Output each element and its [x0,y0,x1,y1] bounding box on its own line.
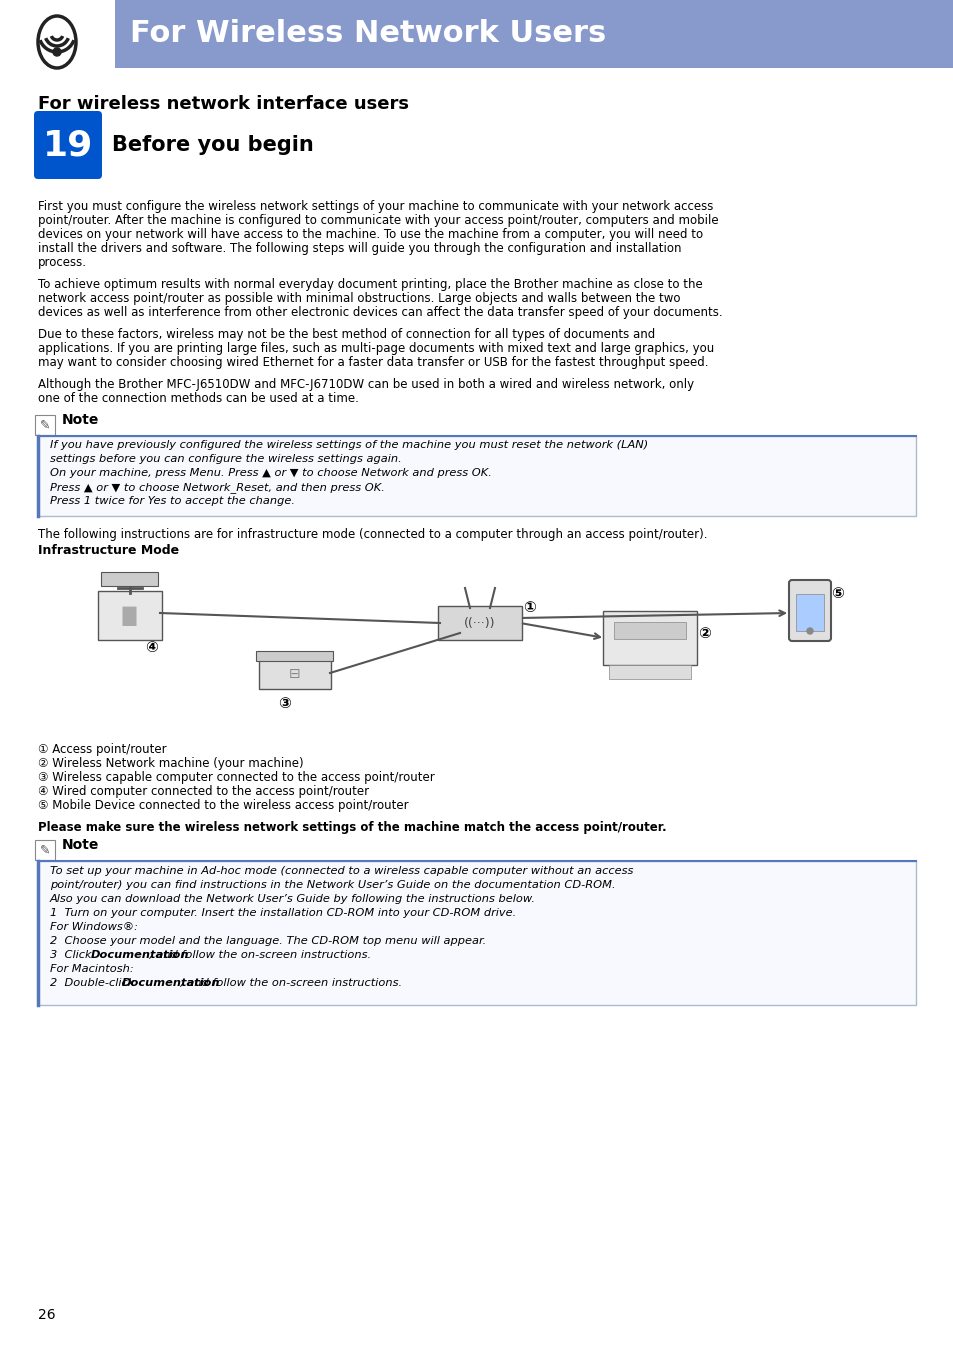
Circle shape [806,628,812,634]
Text: devices on your network will have access to the machine. To use the machine from: devices on your network will have access… [38,228,702,242]
Text: Press ▲ or ▼ to choose Network_Reset, and then press OK.: Press ▲ or ▼ to choose Network_Reset, an… [50,482,384,493]
Text: Note: Note [62,838,99,852]
FancyBboxPatch shape [614,622,685,639]
Text: 1  Turn on your computer. Insert the installation CD-ROM into your CD-ROM drive.: 1 Turn on your computer. Insert the inst… [50,909,516,918]
Text: install the drivers and software. The following steps will guide you through the: install the drivers and software. The fo… [38,242,680,255]
FancyBboxPatch shape [795,594,823,630]
Text: ⑤: ⑤ [831,586,843,601]
Text: , and follow the on-screen instructions.: , and follow the on-screen instructions. [149,950,371,960]
FancyBboxPatch shape [34,111,102,180]
Text: ⑤ Mobile Device connected to the wireless access point/router: ⑤ Mobile Device connected to the wireles… [38,799,408,811]
FancyBboxPatch shape [0,0,953,68]
Text: 2  Choose your model and the language. The CD-ROM top menu will appear.: 2 Choose your model and the language. Th… [50,936,486,946]
Text: may want to consider choosing wired Ethernet for a faster data transfer or USB f: may want to consider choosing wired Ethe… [38,356,708,369]
FancyBboxPatch shape [98,591,162,640]
FancyBboxPatch shape [788,580,830,641]
Text: ①: ① [523,601,536,616]
FancyBboxPatch shape [0,0,115,68]
Text: point/router. After the machine is configured to communicate with your access po: point/router. After the machine is confi… [38,215,718,227]
Text: ② Wireless Network machine (your machine): ② Wireless Network machine (your machine… [38,757,303,769]
Text: point/router) you can find instructions in the Network User’s Guide on the docum: point/router) you can find instructions … [50,880,615,890]
Text: Documentation: Documentation [91,950,189,960]
Text: one of the connection methods can be used at a time.: one of the connection methods can be use… [38,392,358,405]
Text: ① Access point/router: ① Access point/router [38,743,167,756]
Text: Press 1 twice for Yes to accept the change.: Press 1 twice for Yes to accept the chan… [50,495,294,506]
Text: On your machine, press Menu. Press ▲ or ▼ to choose Network and press OK.: On your machine, press Menu. Press ▲ or … [50,468,492,478]
FancyBboxPatch shape [602,612,697,666]
Text: settings before you can configure the wireless settings again.: settings before you can configure the wi… [50,454,401,464]
Text: Although the Brother MFC-J6510DW and MFC-J6710DW can be used in both a wired and: Although the Brother MFC-J6510DW and MFC… [38,378,694,392]
Text: To set up your machine in Ad-hoc mode (connected to a wireless capable computer : To set up your machine in Ad-hoc mode (c… [50,865,633,876]
Text: process.: process. [38,256,87,269]
Text: For Macintosh:: For Macintosh: [50,964,133,973]
Text: Please make sure the wireless network settings of the machine match the access p: Please make sure the wireless network se… [38,821,666,834]
FancyBboxPatch shape [608,666,690,679]
Text: Before you begin: Before you begin [112,135,314,155]
Text: ⊟: ⊟ [289,667,300,680]
Text: ③: ③ [278,695,291,710]
Text: To achieve optimum results with normal everyday document printing, place the Bro: To achieve optimum results with normal e… [38,278,702,292]
Text: Also you can download the Network User’s Guide by following the instructions bel: Also you can download the Network User’s… [50,894,536,904]
Text: For Windows®:: For Windows®: [50,922,138,931]
Text: Due to these factors, wireless may not be the best method of connection for all : Due to these factors, wireless may not b… [38,328,655,342]
Text: ②: ② [698,625,711,640]
FancyBboxPatch shape [255,651,333,661]
Text: If you have previously configured the wireless settings of the machine you must : If you have previously configured the wi… [50,440,648,450]
Text: ④: ④ [146,640,158,656]
Text: ✎: ✎ [40,844,51,856]
Text: Documentation: Documentation [122,977,220,988]
Text: Infrastructure Mode: Infrastructure Mode [38,544,179,558]
FancyBboxPatch shape [101,572,158,586]
Text: 3  Click: 3 Click [50,950,95,960]
Text: 2  Double-click: 2 Double-click [50,977,138,988]
FancyBboxPatch shape [35,414,55,435]
Text: 26: 26 [38,1308,55,1322]
FancyBboxPatch shape [38,436,915,516]
FancyBboxPatch shape [258,659,331,688]
Text: ④ Wired computer connected to the access point/router: ④ Wired computer connected to the access… [38,784,369,798]
Text: devices as well as interference from other electronic devices can affect the dat: devices as well as interference from oth… [38,306,721,319]
Text: network access point/router as possible with minimal obstructions. Large objects: network access point/router as possible … [38,292,679,305]
Text: The following instructions are for infrastructure mode (connected to a computer : The following instructions are for infra… [38,528,707,541]
Text: ▐▌: ▐▌ [115,606,145,625]
Text: ((···)): ((···)) [464,617,496,629]
Text: First you must configure the wireless network settings of your machine to commun: First you must configure the wireless ne… [38,200,713,213]
Text: applications. If you are printing large files, such as multi-page documents with: applications. If you are printing large … [38,342,714,355]
Text: 19: 19 [43,128,93,162]
Text: ✎: ✎ [40,418,51,432]
Text: For Wireless Network Users: For Wireless Network Users [130,19,605,49]
FancyBboxPatch shape [38,861,915,1004]
Circle shape [53,49,61,55]
Text: Note: Note [62,413,99,427]
FancyBboxPatch shape [437,606,521,640]
FancyBboxPatch shape [35,840,55,860]
Text: , and follow the on-screen instructions.: , and follow the on-screen instructions. [180,977,402,988]
Text: For wireless network interface users: For wireless network interface users [38,95,409,113]
Text: ③ Wireless capable computer connected to the access point/router: ③ Wireless capable computer connected to… [38,771,435,784]
